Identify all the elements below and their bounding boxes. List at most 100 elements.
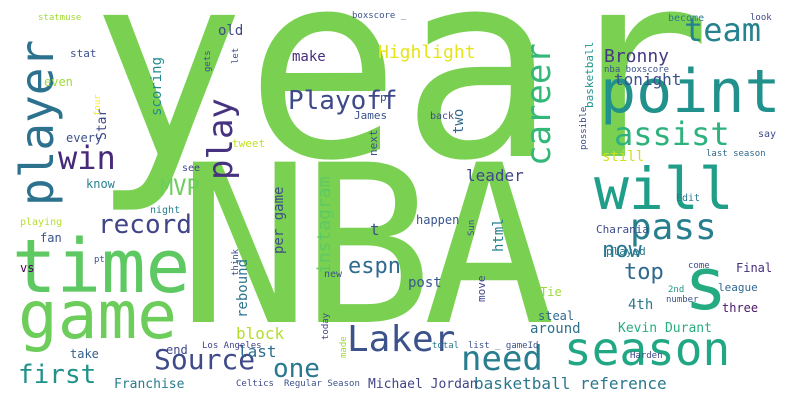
- word-celtics: Celtics: [236, 379, 274, 389]
- word-team: team: [684, 11, 762, 49]
- word-four: four: [93, 94, 103, 116]
- word-los-angeles: Los Angeles: [202, 341, 262, 351]
- word-franchise: Franchise: [114, 377, 185, 392]
- word-nba-boxscore: nba boxscore: [604, 65, 670, 75]
- word-three: three: [722, 301, 759, 315]
- word-last-season: last season: [706, 149, 766, 159]
- word-end: end: [166, 343, 188, 357]
- word-time: time: [12, 224, 191, 310]
- word-first: first: [18, 360, 97, 390]
- word-around: around: [530, 321, 581, 337]
- word-take: take: [70, 347, 99, 361]
- word-last: last: [238, 342, 277, 361]
- word-player: player: [10, 39, 64, 206]
- word-two: two: [451, 108, 467, 134]
- word-final: Final: [736, 261, 773, 275]
- word-basketball-reference: basketball reference: [474, 374, 667, 393]
- word-season: season: [564, 322, 731, 376]
- word-scoring: scoring: [149, 56, 165, 116]
- word-say: say: [758, 129, 777, 140]
- word-today: today: [321, 312, 331, 340]
- word-new: new: [324, 269, 343, 280]
- word-highlight: Highlight: [378, 42, 476, 63]
- word-make: make: [292, 49, 326, 65]
- word-number: number: [666, 295, 699, 305]
- word-regular-season: Regular Season: [284, 379, 360, 389]
- word-list-gameid: list _ gameId: [468, 341, 539, 351]
- word-career: career: [519, 43, 559, 166]
- word-record: record: [98, 210, 192, 240]
- word-html: html: [491, 218, 507, 252]
- word-stat: stat: [70, 47, 97, 60]
- word-edit: Edit: [676, 193, 701, 204]
- word-block: block: [236, 324, 285, 343]
- word-look: look: [750, 13, 772, 23]
- word-instagram: instagram: [314, 176, 335, 274]
- word-fan: fan: [40, 231, 62, 245]
- word-now: now: [602, 238, 642, 263]
- word-old: old: [218, 23, 244, 39]
- word-espn: espn: [348, 254, 401, 279]
- word-even: even: [44, 75, 73, 89]
- word-know: know: [86, 177, 115, 191]
- word-total: total: [432, 341, 460, 351]
- word-played: played: [606, 245, 646, 258]
- word-michael-jordan: Michael Jordan: [368, 377, 478, 392]
- word-t: t: [370, 220, 380, 239]
- word-tweet: tweet: [232, 137, 266, 150]
- word-4th: 4th: [628, 297, 654, 313]
- word-made: made: [339, 336, 349, 358]
- word-possible: possible: [579, 106, 589, 150]
- word-move: move: [475, 275, 488, 303]
- word-point: point: [600, 57, 781, 127]
- word-sun: Sun: [467, 219, 477, 236]
- word-will: will: [594, 155, 734, 223]
- word-let: let: [231, 47, 241, 64]
- word-playing: playing: [20, 217, 63, 228]
- word-become: become: [668, 13, 705, 24]
- word-steal: steal: [538, 309, 575, 323]
- word-see: see: [182, 163, 201, 174]
- word-need: need: [461, 339, 543, 379]
- word-nba: NBA: [178, 118, 555, 374]
- word-happen: happen: [416, 213, 460, 227]
- word-come: come: [688, 261, 710, 271]
- word-mvp: MVP: [160, 176, 200, 201]
- word-boxscore: boxscore _: [352, 11, 407, 21]
- word-every: every: [66, 131, 103, 145]
- word-charania: Charania: [596, 223, 649, 236]
- word-still: still: [602, 149, 645, 165]
- word-assist: assist: [614, 115, 730, 153]
- word-top: top: [624, 260, 664, 285]
- word-james: James: [354, 109, 388, 122]
- word-statmuse: statmuse: [38, 13, 82, 23]
- word-leader: leader: [466, 166, 524, 185]
- word-one: one: [273, 354, 320, 384]
- word-post: post: [408, 275, 442, 291]
- word-s: s: [684, 242, 728, 326]
- word-tie: Tie: [540, 285, 562, 299]
- word-league: league: [718, 281, 758, 294]
- word-playoff: Playoff: [288, 86, 398, 116]
- word-kevin-durant: Kevin Durant: [618, 321, 712, 336]
- word-vs: vs: [20, 261, 35, 275]
- word-pass: pass: [630, 207, 717, 248]
- word-source: Source: [154, 343, 256, 376]
- word-game: game: [18, 277, 177, 354]
- word-win: win: [58, 139, 116, 177]
- word-laker: Laker: [347, 319, 456, 360]
- word-basketball: basketball: [583, 41, 596, 108]
- word-bronny: Bronny: [604, 46, 670, 67]
- word-think: think: [231, 248, 241, 276]
- word-harden: Harden: [630, 351, 663, 361]
- word-2nd: 2nd: [668, 285, 685, 295]
- word-per-game: per game: [271, 186, 287, 254]
- word-pt: pt: [94, 255, 105, 265]
- word-next: next: [367, 129, 380, 157]
- word-gets: gets: [203, 50, 213, 72]
- word-night: night: [150, 205, 181, 216]
- word-year: year: [90, 0, 712, 217]
- word-tonight: tonight: [614, 70, 682, 89]
- word-p: p: [380, 91, 387, 104]
